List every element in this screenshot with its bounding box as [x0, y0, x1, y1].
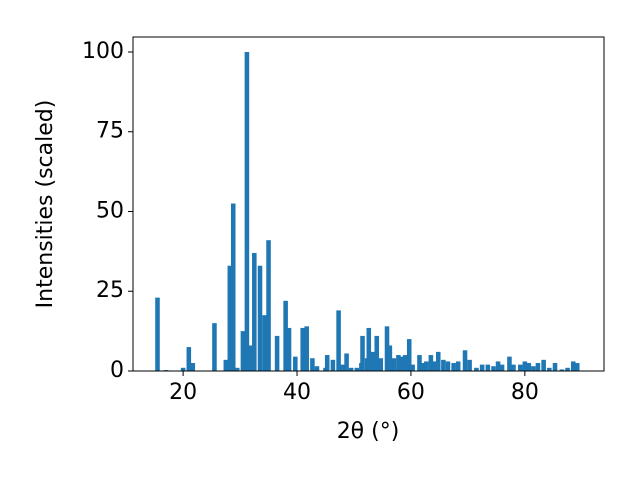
bar [230, 203, 236, 371]
bar [491, 366, 496, 371]
bar [435, 351, 441, 371]
bar [432, 361, 438, 371]
bar [262, 315, 267, 371]
bar [552, 363, 558, 371]
bar [248, 345, 253, 371]
bar [541, 359, 546, 371]
bar [402, 355, 408, 371]
bar [559, 369, 565, 371]
bar [212, 323, 217, 371]
bar [462, 350, 468, 371]
bar [360, 335, 365, 371]
bar [223, 359, 229, 371]
bar [511, 364, 516, 371]
bar [370, 351, 376, 371]
bar [451, 363, 456, 371]
bar [286, 327, 292, 371]
bar [565, 367, 570, 371]
bar [526, 363, 532, 371]
bar [499, 364, 505, 371]
bar [293, 356, 298, 371]
bar [304, 326, 309, 371]
bar [441, 359, 446, 371]
bar [535, 363, 541, 371]
x-tick-label: 60 [397, 380, 425, 405]
bar [417, 355, 422, 371]
y-tick-label: 0 [110, 358, 124, 383]
bar [522, 361, 528, 371]
bar [421, 363, 426, 371]
bar [455, 361, 461, 371]
bar [344, 353, 349, 371]
bar [378, 358, 384, 371]
bar [485, 364, 491, 371]
bar [428, 355, 434, 371]
bar [547, 367, 552, 371]
bar [474, 367, 479, 371]
bar [366, 327, 372, 371]
bar [330, 359, 336, 371]
bar [240, 331, 246, 371]
bar [445, 361, 451, 371]
bar [374, 335, 380, 371]
x-tick-label: 80 [511, 380, 539, 405]
bar [180, 367, 186, 371]
bar [495, 361, 501, 371]
bar [234, 367, 240, 371]
y-tick-label: 75 [96, 119, 124, 144]
x-axis-label: 2θ (°) [337, 419, 400, 444]
bar [155, 297, 160, 371]
bar [507, 356, 512, 371]
bar [396, 355, 401, 371]
bar [348, 367, 354, 371]
bar [387, 345, 393, 371]
bar [424, 361, 429, 371]
bar [266, 240, 271, 371]
y-tick-label: 25 [96, 278, 124, 303]
y-axis-label: Intensities (scaled) [33, 100, 58, 309]
x-tick-label: 20 [169, 380, 197, 405]
plot-frame [132, 36, 605, 372]
bar [300, 327, 305, 371]
bar [391, 358, 397, 371]
bar [227, 265, 233, 371]
bar [340, 364, 345, 371]
x-tick-label: 40 [283, 380, 311, 405]
y-tick-label: 100 [82, 39, 124, 64]
bar [570, 361, 576, 371]
bar [244, 51, 250, 371]
bar [314, 366, 320, 371]
bar [531, 366, 536, 371]
bar [283, 300, 288, 371]
bar [574, 363, 580, 371]
bar [257, 265, 263, 371]
bar [467, 359, 472, 371]
bar [384, 326, 390, 371]
bar [406, 339, 412, 371]
y-tick-label: 50 [96, 198, 124, 223]
bar [310, 358, 315, 371]
bar [518, 364, 523, 371]
bar [252, 252, 257, 371]
bar [354, 367, 360, 371]
bar [186, 347, 192, 371]
bar [274, 335, 280, 371]
bar [324, 355, 330, 371]
bar [479, 364, 485, 371]
bar [336, 310, 341, 371]
bar [410, 364, 415, 371]
bar [400, 356, 405, 371]
bar [190, 363, 196, 371]
